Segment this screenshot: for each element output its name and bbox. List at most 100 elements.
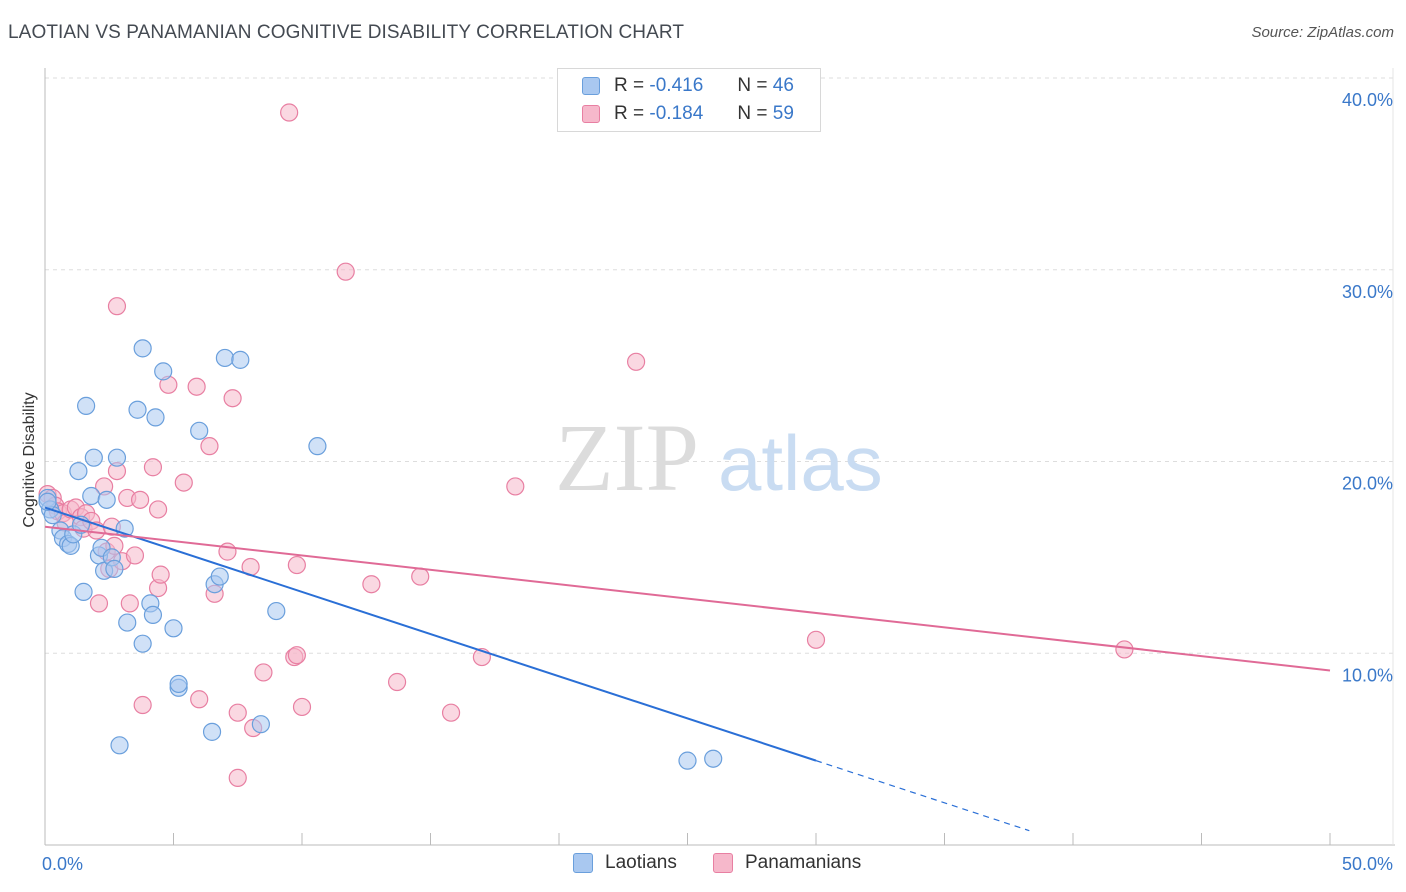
- panamanian-point: [506, 477, 525, 496]
- laotian-point: [704, 749, 723, 768]
- panamanian-point: [120, 594, 139, 613]
- panamanians-points: [38, 103, 1134, 787]
- panamanian-point: [292, 697, 312, 717]
- y-axis-label: Cognitive Disability: [21, 392, 38, 528]
- laotian-point: [38, 492, 57, 511]
- laotian-point: [267, 601, 286, 621]
- laotians-swatch: [582, 77, 600, 95]
- panamanian-point: [287, 555, 306, 575]
- laotian-point: [231, 350, 250, 369]
- laotian-point: [118, 613, 137, 632]
- tick-labels: 10.0% 20.0% 30.0% 40.0% 0.0% 50.0%: [42, 90, 1393, 874]
- laotian-point: [82, 486, 101, 506]
- laotian-point: [74, 582, 93, 601]
- laotian-point: [107, 448, 127, 467]
- panamanian-point: [200, 437, 219, 456]
- panamanian-point: [223, 389, 242, 408]
- legend-r-label: R =: [614, 103, 645, 124]
- legend-item-laotians[interactable]: Laotians: [573, 852, 677, 874]
- axes: [44, 68, 1395, 846]
- laotian-point: [77, 396, 96, 415]
- panamanian-point: [228, 703, 247, 722]
- panamanian-point: [143, 458, 163, 477]
- panamanian-point: [130, 490, 150, 509]
- laotian-point: [164, 619, 183, 638]
- panamanian-point: [133, 695, 152, 715]
- panamanian-point: [806, 630, 826, 649]
- panamanian-point: [174, 473, 193, 492]
- panamanian-point: [280, 103, 299, 122]
- laotian-point: [128, 400, 147, 419]
- laotian-point: [251, 715, 270, 734]
- legend-panamanians-r: -0.184: [649, 103, 704, 124]
- laotian-point: [143, 605, 163, 625]
- watermark: ZIP atlas: [555, 404, 883, 511]
- panamanian-point: [336, 262, 355, 281]
- legend-n-label: N =: [737, 75, 768, 96]
- panamanians-legend-label: Panamanians: [745, 852, 862, 873]
- legend-r-label: R =: [614, 75, 645, 96]
- laotian-point: [146, 408, 165, 427]
- panamanian-point: [287, 646, 306, 665]
- laotian-point: [210, 567, 229, 586]
- watermark-zip: ZIP: [555, 404, 699, 511]
- laotian-point: [69, 461, 88, 481]
- x-tick-label-min: 0.0%: [42, 854, 83, 874]
- panamanian-point: [89, 594, 109, 613]
- x-tick-label-max: 50.0%: [1342, 854, 1393, 874]
- laotian-point: [133, 634, 152, 653]
- legend-row-panamanians: R = -0.184 N = 59: [582, 101, 794, 127]
- panamanians-legend-swatch: [713, 853, 733, 873]
- legend-item-panamanians[interactable]: Panamanians: [713, 852, 861, 874]
- legend-laotians-n: 46: [772, 75, 794, 96]
- laotian-point: [105, 559, 124, 578]
- laotian-point: [169, 674, 188, 694]
- series-legend: Laotians Panamanians: [0, 852, 1406, 878]
- panamanian-point: [107, 297, 127, 316]
- panamanian-point: [151, 565, 170, 584]
- panamanian-point: [411, 567, 430, 586]
- watermark-atlas: atlas: [718, 419, 883, 507]
- laotian-point: [308, 437, 327, 456]
- legend-panamanians-n: 59: [772, 103, 794, 124]
- laotian-point: [678, 751, 697, 770]
- laotian-point: [202, 722, 222, 741]
- laotian-point: [84, 448, 103, 467]
- panamanian-point: [228, 768, 247, 787]
- panamanian-point: [1115, 640, 1134, 659]
- laotian-point: [190, 421, 209, 440]
- trend-lines: [44, 506, 1331, 832]
- panamanian-point: [626, 352, 646, 371]
- legend-n-label: N =: [737, 103, 768, 124]
- laotian-point: [215, 348, 234, 368]
- laotians-points: [38, 339, 723, 770]
- panamanian-point: [187, 377, 206, 396]
- source-label: Source: ZipAtlas.com: [1251, 24, 1394, 41]
- y-tick-label: 40.0%: [1342, 90, 1393, 110]
- panamanian-point: [190, 690, 209, 709]
- laotian-point: [154, 362, 173, 381]
- laotian-point: [133, 339, 152, 358]
- panamanians-trend-line: [44, 525, 1331, 672]
- panamanian-point: [125, 546, 145, 565]
- legend-laotians-r: -0.416: [649, 75, 704, 96]
- panamanian-point: [362, 575, 381, 594]
- panamanian-point: [254, 663, 273, 682]
- y-tick-label: 30.0%: [1342, 282, 1393, 302]
- laotians-legend-swatch: [573, 853, 593, 873]
- laotian-point: [97, 490, 116, 509]
- legend-row-laotians: R = -0.416 N = 46: [582, 73, 794, 99]
- correlation-legend: R = -0.416 N = 46 R = -0.184 N = 59: [557, 68, 821, 132]
- chart-title: LAOTIAN VS PANAMANIAN COGNITIVE DISABILI…: [8, 22, 685, 43]
- laotian-point: [110, 736, 129, 755]
- panamanian-point: [148, 500, 168, 519]
- laotians-trend-line: [44, 506, 817, 762]
- panamanians-swatch: [582, 105, 600, 123]
- laotians-trend-extension: [815, 760, 1030, 832]
- laotians-legend-label: Laotians: [605, 852, 677, 873]
- y-tick-label: 10.0%: [1342, 665, 1393, 685]
- panamanian-point: [441, 703, 461, 722]
- y-tick-label: 20.0%: [1342, 474, 1393, 494]
- panamanian-point: [387, 672, 407, 692]
